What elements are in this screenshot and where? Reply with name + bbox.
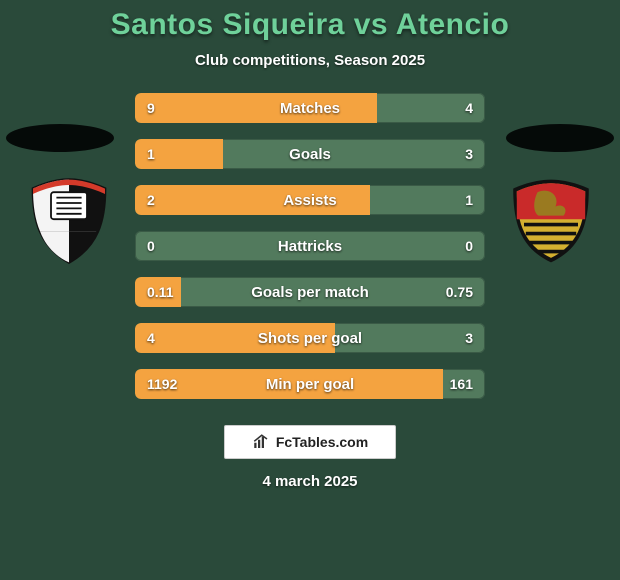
stat-value-left: 9: [147, 100, 155, 116]
stat-value-left: 0: [147, 238, 155, 254]
stat-value-left: 0.11: [147, 284, 173, 300]
stat-bar-right-seg: [223, 139, 486, 169]
stat-bar: 1 3 Goals: [135, 139, 485, 169]
club-badge-right: [506, 176, 596, 266]
stat-value-right: 0.75: [446, 284, 473, 300]
page-subtitle: Club competitions, Season 2025: [195, 52, 425, 69]
stat-value-right: 3: [465, 146, 473, 162]
stat-label: Hattricks: [278, 238, 342, 255]
stat-bar-left-seg: [135, 93, 377, 123]
shield-icon: [24, 176, 114, 266]
stat-value-right: 3: [465, 330, 473, 346]
stat-value-left: 1: [147, 146, 155, 162]
club-badge-left: [24, 176, 114, 266]
page-title: Santos Siqueira vs Atencio: [111, 8, 510, 42]
stat-value-right: 1: [465, 192, 473, 208]
stat-value-left: 1192: [147, 376, 177, 392]
chart-icon: [252, 433, 270, 451]
stat-label: Assists: [283, 192, 336, 209]
source-label: FcTables.com: [276, 434, 368, 450]
stat-label: Goals per match: [251, 284, 369, 301]
stat-value-right: 0: [465, 238, 473, 254]
stat-value-right: 161: [450, 376, 473, 392]
comparison-card: Santos Siqueira vs Atencio Club competit…: [0, 0, 620, 580]
stat-label: Goals: [289, 146, 331, 163]
stat-bar: 9 4 Matches: [135, 93, 485, 123]
stat-bar: 2 1 Assists: [135, 185, 485, 215]
shield-icon: [506, 176, 596, 266]
stat-bar: 0.11 0.75 Goals per match: [135, 277, 485, 307]
stat-label: Shots per goal: [258, 330, 362, 347]
shadow-ellipse-right: [506, 124, 614, 152]
source-badge: FcTables.com: [224, 425, 396, 459]
stats-bars: 9 4 Matches 1 3 Goals 2 1 Assists 0 0 Hattricks 0.11…: [135, 93, 485, 399]
stat-label: Min per goal: [266, 376, 354, 393]
date-label: 4 march 2025: [262, 473, 357, 490]
stat-label: Matches: [280, 100, 340, 117]
stat-value-left: 2: [147, 192, 155, 208]
stat-bar: 4 3 Shots per goal: [135, 323, 485, 353]
stat-bar: 0 0 Hattricks: [135, 231, 485, 261]
stat-value-right: 4: [465, 100, 473, 116]
stat-value-left: 4: [147, 330, 155, 346]
shadow-ellipse-left: [6, 124, 114, 152]
stat-bar: 1192 161 Min per goal: [135, 369, 485, 399]
